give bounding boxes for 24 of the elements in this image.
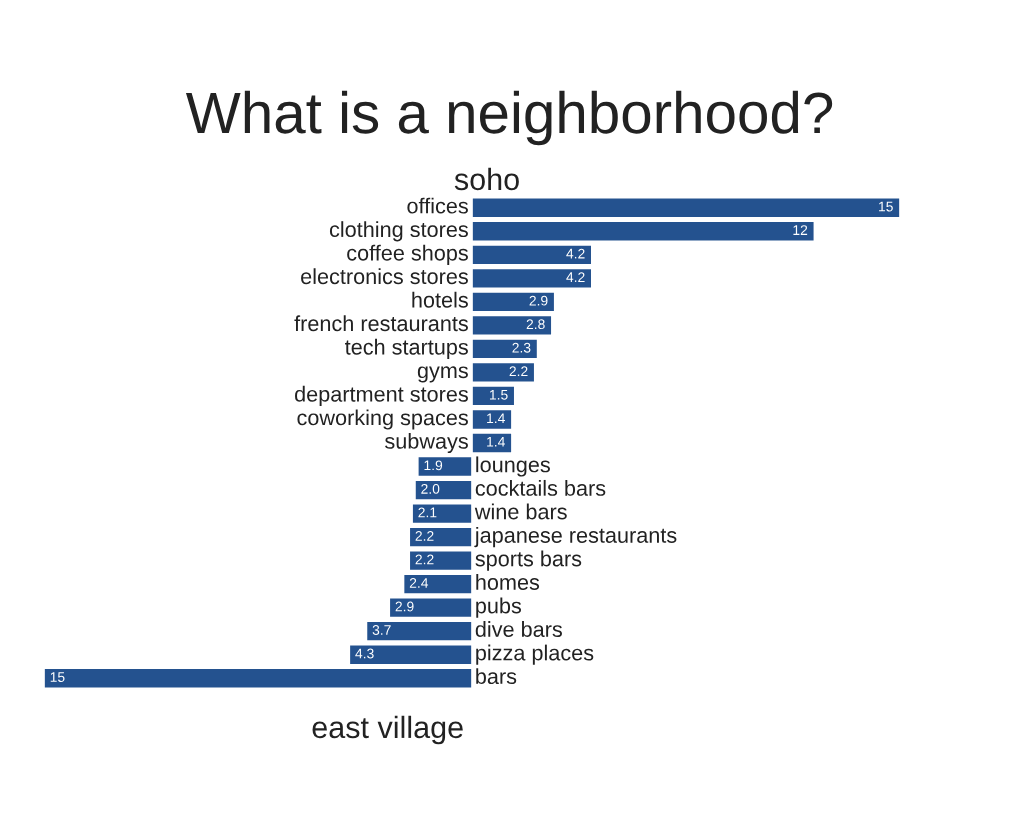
y-tick-label: clothing stores [329,221,468,242]
y-tick-label: pizza places [476,644,594,665]
y-tick-label: wine bars [474,503,567,520]
y-tick-label: homes [476,574,540,590]
y-tick-label: coffee shops [347,244,468,265]
y-tick-label: electronics stores [301,268,468,285]
y-tick-label: sports bars [475,550,582,571]
y-tick-label: gyms [417,366,468,383]
y-tick-label: offices [407,197,468,214]
y-tick-label: dive bars [475,621,562,638]
chart-title: What is a neighborhood? [185,90,833,146]
y-tick-label: cocktails bars [475,479,606,496]
y-tick-label: department stores [295,385,468,407]
y-tick-label: pubs [476,597,522,618]
y-tick-label: tech startups [345,338,468,359]
y-tick-label: japanese restaurants [474,527,677,548]
y-tick-label: hotels [412,291,468,308]
text: east village [312,715,463,745]
y-tick-label: bars [476,668,517,685]
y-tick-label: subways [385,432,468,454]
y-tick-label: coworking spaces [297,409,468,430]
chart-subtitle: soho [454,167,519,191]
y-tick-label: lounges [476,456,550,477]
y-tick-label: french restaurants [294,315,468,332]
